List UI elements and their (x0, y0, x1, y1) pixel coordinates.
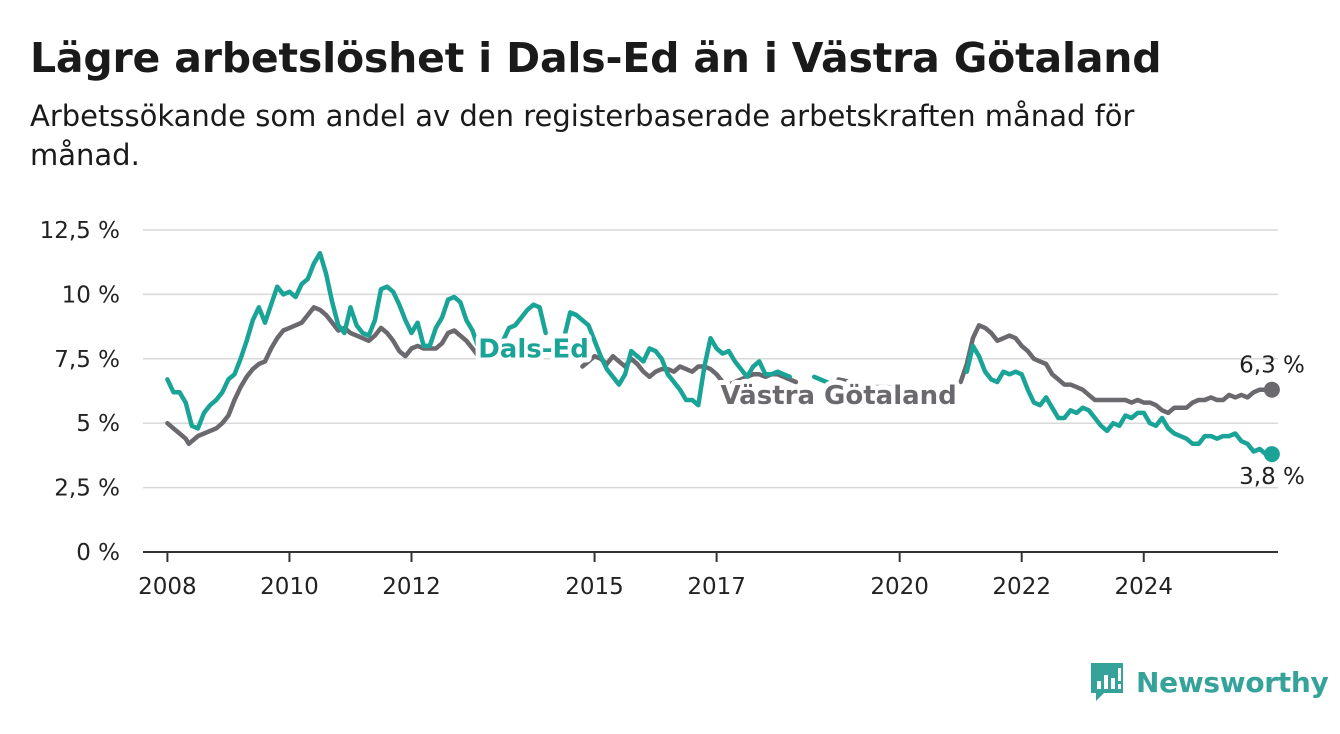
y-tick-label: 5 % (76, 411, 120, 437)
end-marker-dals-ed (1263, 446, 1280, 463)
series-line-dals-ed (165, 250, 1275, 457)
x-tick-label: 2022 (992, 574, 1051, 600)
x-tick-label: 2012 (382, 574, 441, 600)
x-tick-label: 2024 (1114, 574, 1173, 600)
chart-subtitle: Arbetssökande som andel av den registerb… (30, 99, 1135, 172)
y-tick-label: 12,5 % (40, 218, 120, 244)
y-tick-label: 2,5 % (54, 476, 120, 502)
brand-name: Newsworthy (1136, 665, 1329, 699)
end-marker-vastra-gotaland (1263, 381, 1280, 398)
x-tick-label: 2010 (260, 574, 319, 600)
line-chart: 0 % 2,5 % 5 % 7,5 % 10 % 12,5 % 2008 2010 2012 20… (40, 218, 1305, 600)
y-tick-label: 0 % (76, 540, 120, 566)
x-tick-label: 2017 (687, 574, 746, 600)
x-tick-label: 2020 (870, 574, 929, 600)
x-tick-label: 2008 (138, 574, 197, 600)
chart-title: Lägre arbetslöshet i Dals-Ed än i Västra… (30, 34, 1162, 82)
newsworthy-logo[interactable]: Newsworthy (1088, 660, 1329, 704)
series-label-dals-ed: Dals-Ed (478, 334, 589, 364)
series-label-vastra-gotaland: Västra Götaland (720, 381, 956, 411)
end-value-label-dals-ed: 3,8 % (1239, 464, 1305, 490)
y-tick-label: 10 % (62, 282, 120, 308)
y-tick-label: 7,5 % (54, 347, 120, 373)
end-value-label-vastra-gotaland: 6,3 % (1239, 353, 1305, 379)
x-tick-label: 2015 (565, 574, 624, 600)
newsworthy-chart-icon (1091, 663, 1123, 701)
series-line-vastra-gotaland (165, 305, 1275, 447)
